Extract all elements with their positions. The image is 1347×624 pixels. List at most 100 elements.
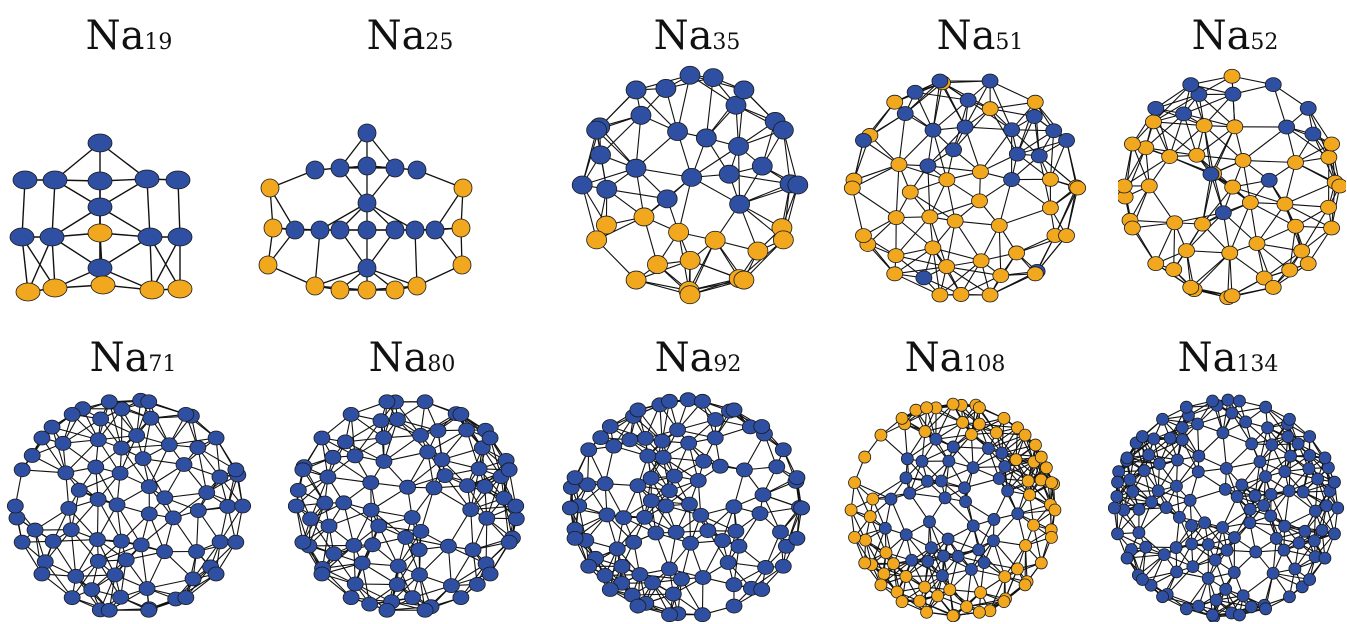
surface-atom (1297, 486, 1309, 498)
bond (1243, 127, 1287, 160)
surface-atom (662, 608, 678, 622)
surface-atom (1319, 552, 1331, 564)
surface-atom (1173, 511, 1185, 523)
surface-atom (943, 455, 955, 467)
inner-atom (939, 260, 955, 274)
surface-atom (107, 568, 123, 582)
surface-atom (1217, 427, 1229, 439)
inner-atom (1194, 217, 1210, 231)
surface-atom (1112, 528, 1124, 540)
cluster-label-na35: Na35 (567, 16, 827, 56)
surface-atom (1262, 422, 1274, 434)
inner-atom (1028, 519, 1040, 531)
inner-atom (991, 218, 1007, 232)
surface-atom (386, 221, 404, 239)
surface-atom (101, 603, 117, 617)
cluster-size: 134 (1236, 352, 1278, 377)
surface-atom (1192, 418, 1204, 430)
inner-atom (998, 412, 1010, 424)
surface-atom (755, 488, 771, 502)
inner-atom (1224, 69, 1240, 83)
surface-atom (1207, 609, 1219, 621)
surface-atom (417, 395, 433, 409)
surface-atom (417, 603, 433, 617)
surface-atom (960, 93, 976, 107)
surface-atom (295, 463, 311, 477)
surface-atom (426, 481, 442, 495)
surface-atom (1309, 505, 1321, 517)
surface-atom (88, 198, 112, 216)
surface-atom (14, 463, 30, 477)
inner-atom (919, 426, 931, 438)
surface-atom (1305, 127, 1321, 141)
surface-atom (141, 603, 157, 617)
surface-atom (430, 424, 446, 438)
surface-atom (726, 403, 742, 417)
surface-atom (1193, 450, 1205, 462)
surface-atom (988, 513, 1000, 525)
surface-atom (133, 538, 149, 552)
inner-atom (1042, 172, 1058, 186)
cluster-size: 71 (148, 352, 176, 377)
surface-atom (413, 524, 429, 538)
inner-atom (1222, 246, 1238, 260)
atoms (844, 74, 1085, 302)
surface-atom (1228, 532, 1240, 544)
surface-atom (1143, 449, 1155, 461)
inner-atom (1145, 115, 1161, 129)
inner-atom (16, 283, 40, 301)
surface-atom (314, 567, 330, 581)
surface-atom (957, 120, 973, 134)
surface-atom (947, 441, 959, 453)
surface-atom (731, 539, 747, 553)
surface-atom (288, 499, 304, 513)
surface-atom (693, 508, 709, 522)
surface-atom (88, 460, 104, 474)
surface-atom (459, 423, 475, 437)
inner-atom (844, 181, 860, 195)
inner-atom (1045, 531, 1057, 543)
surface-atom (726, 599, 742, 613)
surface-atom (1004, 123, 1020, 137)
surface-atom (135, 170, 159, 188)
surface-atom (321, 519, 337, 533)
surface-atom (1180, 603, 1192, 615)
surface-atom (129, 428, 145, 442)
surface-atom (24, 448, 40, 462)
inner-atom (259, 256, 277, 274)
surface-atom (208, 567, 224, 581)
surface-atom (1184, 494, 1196, 506)
inner-atom (647, 256, 667, 274)
surface-atom (212, 535, 228, 549)
inner-atom (947, 610, 959, 622)
surface-atom (1259, 471, 1271, 483)
surface-atom (112, 466, 128, 480)
surface-atom (64, 591, 80, 605)
inner-atom (1162, 150, 1178, 164)
surface-atom (228, 463, 244, 477)
inner-atom (1242, 196, 1258, 210)
inner-atom (1019, 579, 1031, 591)
inner-atom (1166, 263, 1182, 277)
inner-atom (264, 219, 282, 237)
surface-atom (1316, 524, 1328, 536)
surface-atom (602, 420, 618, 434)
surface-atom (1186, 520, 1198, 532)
surface-atom (906, 554, 918, 566)
surface-atom (1279, 520, 1291, 532)
surface-atom (591, 146, 611, 164)
element-symbol: Na (367, 13, 426, 59)
inner-atom (957, 416, 969, 428)
surface-atom (1260, 401, 1272, 413)
surface-atom (587, 121, 607, 139)
bond (980, 130, 1011, 172)
inner-atom (1035, 451, 1047, 463)
surface-atom (55, 436, 71, 450)
inner-atom (855, 229, 871, 243)
surface-atom (354, 556, 370, 570)
surface-atom (916, 455, 928, 467)
surface-atom (900, 529, 912, 541)
inner-atom (1049, 504, 1061, 516)
surface-atom (1304, 449, 1316, 461)
inner-atom (990, 427, 1002, 439)
